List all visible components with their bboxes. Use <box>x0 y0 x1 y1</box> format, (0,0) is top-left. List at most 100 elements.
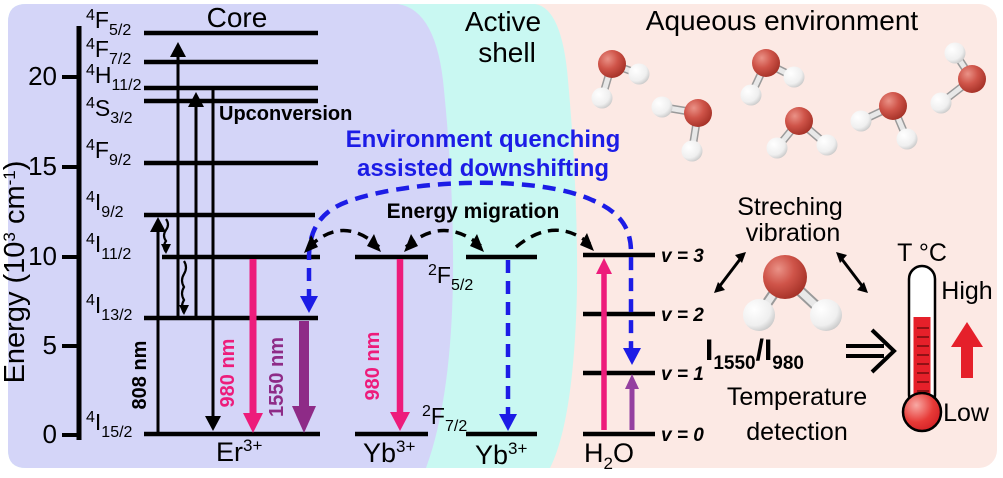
aqueous-title: Aqueous environment <box>646 5 919 36</box>
temperature-up-arrow-shaft <box>961 345 973 378</box>
h2o-purple-excitation-arrow-head <box>625 374 639 389</box>
hydrogen-atom <box>850 110 872 132</box>
stretch-arrow-left-head-down <box>714 282 725 293</box>
migration-arc-1-head-right <box>367 234 381 252</box>
hydrogen-atom <box>743 299 775 331</box>
wavy-relaxation-2-head <box>179 305 189 315</box>
aqueous-environment: Aqueous environment <box>591 5 986 162</box>
migration-arc-3-head <box>580 233 594 251</box>
migration-arc-1-head-left <box>304 235 318 253</box>
oxygen-atom <box>958 65 986 93</box>
wavy-relaxation-1-head <box>161 244 171 254</box>
axis-title: Energy (103 cm-1) <box>0 161 31 384</box>
stretch-arrow-left-head-up <box>735 252 746 263</box>
core-region <box>8 4 454 468</box>
water-molecule-2 <box>651 96 712 162</box>
thermometer-ticks <box>917 327 929 392</box>
arrow-upconversion-2-head <box>188 92 204 107</box>
er-term-4I15/2: 4I15/2 <box>86 409 133 441</box>
thermometer: T °C High Low <box>897 239 993 433</box>
downshifting-head-h2o <box>623 348 641 365</box>
er-term-4S3/2: 4S3/2 <box>86 95 133 127</box>
hydrogen-atom <box>591 87 613 109</box>
water-molecule-1 <box>591 50 650 109</box>
hydrogen-atom <box>681 140 703 162</box>
migration-arc-2-head-left <box>404 234 418 252</box>
hydrogen-atom <box>810 299 842 331</box>
hydrogen-atom <box>816 134 838 156</box>
oxygen-atom <box>763 255 807 299</box>
thermometer-title: T °C <box>897 239 947 267</box>
migration-arc-1 <box>307 228 381 249</box>
yb-arrow-980nm-head <box>390 412 410 431</box>
tick-label-5: 5 <box>43 330 57 360</box>
active-shell-title-1: Active <box>465 6 541 37</box>
water-molecule-6 <box>930 42 986 114</box>
stretch-arrow-right <box>839 257 865 288</box>
downshifting-blue-path <box>306 180 634 352</box>
yb-label-980nm: 980 nm <box>362 332 384 401</box>
label-upconversion: Upconversion <box>219 103 352 125</box>
oxygen-atom <box>879 92 907 120</box>
hydrogen-atom <box>740 84 762 106</box>
oxygen-atom <box>598 50 626 78</box>
water-molecule-4 <box>766 107 838 159</box>
yb-term-2F7/2: 2F7/2 <box>422 403 467 435</box>
oxygen-atom <box>684 99 712 127</box>
er-term-4I11/2: 4I11/2 <box>86 231 131 263</box>
er-term-4F5/2: 4F5/2 <box>86 7 131 39</box>
er-core-diagram: Core 4F5/2 4F7/2 4H11/2 4S3/2 4F9/2 4I9/… <box>86 2 352 467</box>
hydrogen-atom <box>783 66 805 88</box>
tick-label-20: 20 <box>28 61 57 91</box>
yb-shell-diagram: Active shell Yb3+ <box>465 6 541 470</box>
tick-label-10: 10 <box>28 241 57 271</box>
yb-term-2F5/2: 2F5/2 <box>428 262 473 294</box>
thermometer-high-label: High <box>941 277 992 305</box>
arrow-upconversion-1-head <box>170 42 186 57</box>
hydrogen-atom <box>944 42 966 64</box>
hydrogen-atom <box>930 92 952 114</box>
er-ion-label: Er3+ <box>216 436 262 467</box>
h2o-pink-excitation-arrow-head <box>596 258 612 274</box>
h2o-diagram: v = 0 v = 1 v = 2 v = 3 H2O <box>583 246 704 473</box>
water-molecule-3 <box>740 49 805 106</box>
er-term-4F7/2: 4F7/2 <box>86 36 131 68</box>
h2o-vlabel-3: v = 3 <box>661 246 704 267</box>
label-980nm: 980 nm <box>217 339 239 408</box>
hydrogen-atom <box>896 128 918 150</box>
right-panel: Streching vibration I1550/I980 Temperatu… <box>705 193 993 446</box>
temperature-up-arrow-head <box>951 322 983 347</box>
hydrogen-atom <box>651 96 673 118</box>
intensity-ratio-label: I1550/I980 <box>705 334 804 374</box>
er-term-4H11/2: 4H11/2 <box>86 62 142 94</box>
oxygen-atom <box>785 107 813 135</box>
stretch-arrow-right-head-down <box>857 282 868 293</box>
core-title: Core <box>207 2 268 33</box>
vibrating-water-molecule <box>714 252 868 331</box>
tick-label-0: 0 <box>43 419 57 449</box>
er-term-4F9/2: 4F9/2 <box>86 137 131 169</box>
migration-paths: Environment quenching assisted downshift… <box>300 126 641 365</box>
quenching-label-1: Environment quenching <box>346 126 621 153</box>
oxygen-atom <box>752 49 780 77</box>
water-molecule-5 <box>850 92 918 150</box>
temperature-detection-label-2: detection <box>746 418 847 446</box>
hydrogen-atom <box>766 137 788 159</box>
h2o-vlabel-2: v = 2 <box>661 305 704 326</box>
arrow-808nm-head <box>150 217 166 232</box>
energy-migration-label: Energy migration <box>387 200 560 223</box>
stretching-label-1: Streching <box>737 193 843 221</box>
h2o-vlabel-1: v = 1 <box>661 364 704 385</box>
migration-arc-3 <box>514 228 592 249</box>
stretch-arrow-left <box>717 257 743 288</box>
stretching-label-2: vibration <box>746 219 841 247</box>
active-shell-title-2: shell <box>478 37 536 68</box>
hydrogen-atom <box>628 63 650 85</box>
er-term-4I13/2: 4I13/2 <box>86 292 133 324</box>
wavy-relaxation-2 <box>180 260 188 314</box>
tick-label-15: 15 <box>28 151 57 181</box>
h2o-vlabel-0: v = 0 <box>661 425 704 446</box>
stretch-arrow-right-head-up <box>836 252 847 263</box>
